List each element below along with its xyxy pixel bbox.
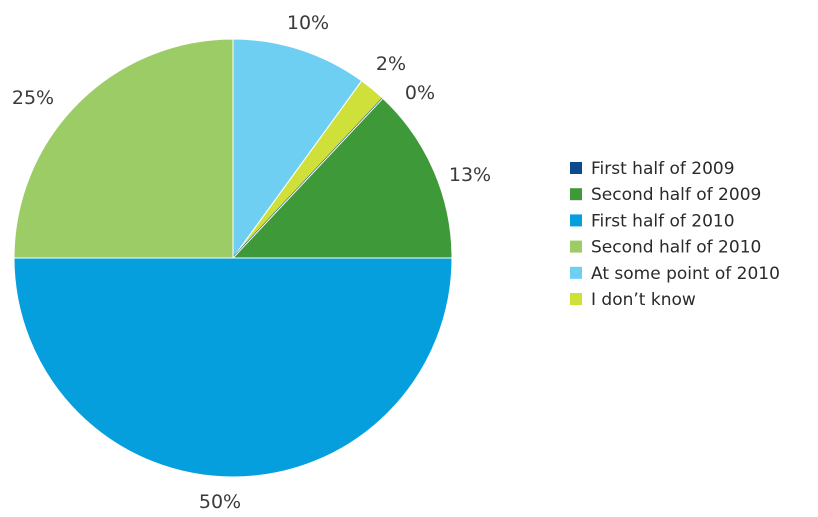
legend-item-second-half-of-2010: Second half of 2010 bbox=[570, 238, 761, 258]
legend-label-i-don-t-know: I don’t know bbox=[591, 290, 696, 310]
legend-item-i-don-t-know: I don’t know bbox=[570, 290, 696, 310]
data-label-first-half-of-2010: 50% bbox=[199, 491, 241, 513]
chart-legend: First half of 2009 Second half of 2009 Fir… bbox=[570, 159, 780, 310]
legend-swatch-first-half-of-2010 bbox=[570, 214, 582, 227]
pie-slice-at-some-point-of-2010 bbox=[232, 38, 363, 260]
legend-label-second-half-of-2010: Second half of 2010 bbox=[591, 238, 761, 258]
pie-slice-second-half-of-2009 bbox=[231, 97, 453, 259]
legend-label-first-half-of-2009: First half of 2009 bbox=[591, 159, 735, 179]
legend-item-first-half-of-2009: First half of 2009 bbox=[570, 159, 735, 179]
legend-swatch-at-some-point-of-2010 bbox=[570, 266, 582, 279]
pie-data-labels: 10% 2% 0% 13% 50% 25% bbox=[12, 12, 491, 513]
data-label-at-some-point-of-2010: 10% bbox=[287, 12, 329, 34]
pie-slices bbox=[13, 38, 453, 478]
pie-slice-second-half-of-2010 bbox=[13, 38, 234, 259]
data-label-second-half-of-2009: 13% bbox=[449, 164, 491, 186]
pie-slice-first-half-of-2010 bbox=[13, 257, 453, 478]
legend-label-second-half-of-2009: Second half of 2009 bbox=[591, 185, 761, 205]
legend-item-at-some-point-of-2010: At some point of 2010 bbox=[570, 264, 780, 284]
legend-label-first-half-of-2010: First half of 2010 bbox=[591, 211, 735, 231]
data-label-second-half-of-2010: 25% bbox=[12, 87, 54, 109]
data-label-i-don-t-know: 2% bbox=[376, 53, 406, 75]
legend-item-second-half-of-2009: Second half of 2009 bbox=[570, 185, 761, 205]
legend-swatch-second-half-of-2010 bbox=[570, 240, 582, 253]
legend-label-at-some-point-of-2010: At some point of 2010 bbox=[591, 264, 780, 284]
data-label-first-half-of-2009: 0% bbox=[405, 82, 435, 104]
legend-swatch-i-don-t-know bbox=[570, 293, 582, 305]
legend-swatch-second-half-of-2009 bbox=[570, 188, 582, 201]
legend-swatch-first-half-of-2009 bbox=[570, 162, 582, 174]
legend-item-first-half-of-2010: First half of 2010 bbox=[570, 211, 735, 231]
